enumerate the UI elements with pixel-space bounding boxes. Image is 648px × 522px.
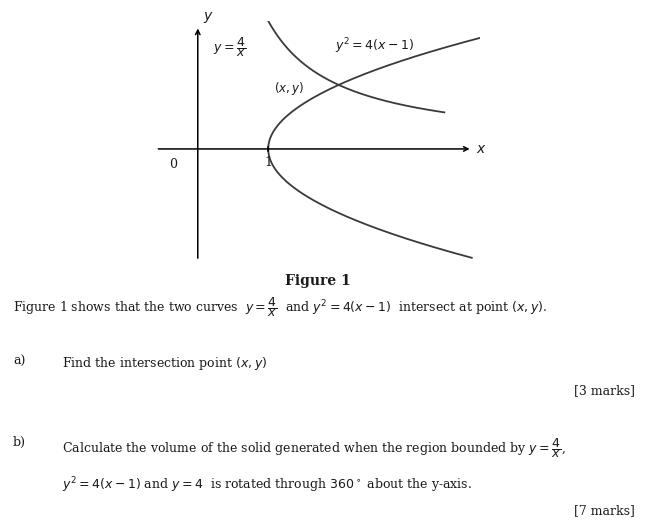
- Text: [3 marks]: [3 marks]: [574, 384, 635, 397]
- Text: Find the intersection point $(x, y)$: Find the intersection point $(x, y)$: [62, 355, 267, 372]
- Text: 0: 0: [169, 158, 177, 171]
- Text: [7 marks]: [7 marks]: [574, 504, 635, 517]
- Text: 1: 1: [264, 156, 272, 169]
- Text: a): a): [13, 355, 25, 368]
- Text: b): b): [13, 436, 26, 449]
- Text: $y = \dfrac{4}{x}$: $y = \dfrac{4}{x}$: [213, 35, 246, 59]
- Text: $y^2 = 4(x-1)$ and $y = 4$  is rotated through $360^\circ$ about the y-axis.: $y^2 = 4(x-1)$ and $y = 4$ is rotated th…: [62, 475, 472, 495]
- Text: Calculate the volume of the solid generated when the region bounded by $y = \dfr: Calculate the volume of the solid genera…: [62, 436, 566, 460]
- Text: $y$: $y$: [203, 10, 213, 25]
- Text: $x$: $x$: [476, 142, 487, 156]
- Text: Figure 1 shows that the two curves  $y = \dfrac{4}{x}$  and $y^2 = 4(x-1)$  inte: Figure 1 shows that the two curves $y = …: [13, 295, 548, 319]
- Text: $y^2 = 4(x - 1)$: $y^2 = 4(x - 1)$: [335, 37, 414, 56]
- Text: Figure 1: Figure 1: [284, 274, 351, 288]
- Text: $(x, y)$: $(x, y)$: [274, 80, 304, 97]
